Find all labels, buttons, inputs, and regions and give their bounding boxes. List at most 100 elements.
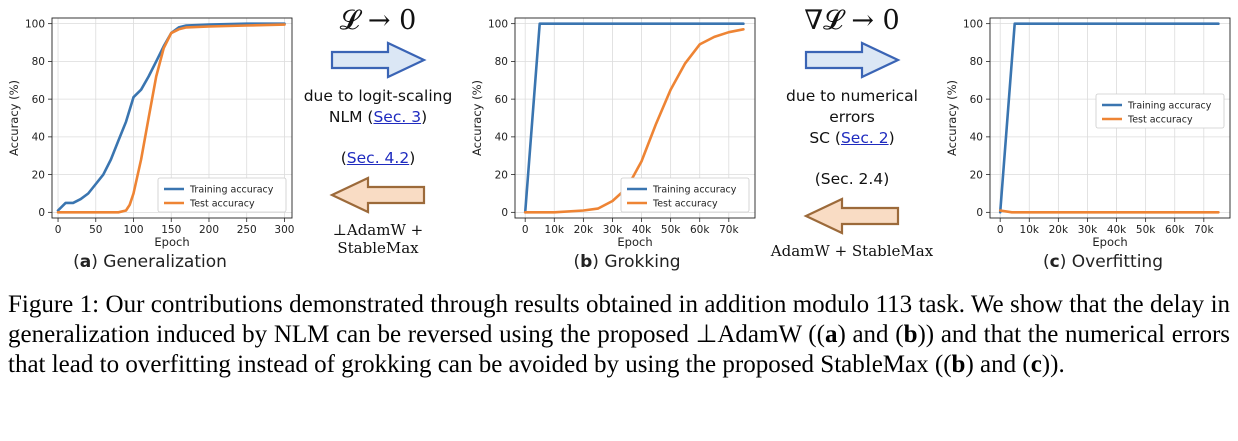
series-line-test <box>998 209 1220 214</box>
y-tick-label: 80 <box>495 56 508 68</box>
x-tick-label: 20k <box>574 224 594 236</box>
x-axis-label: Epoch <box>154 235 189 249</box>
subcaption-b: (b) Grokking <box>573 252 681 272</box>
y-tick-label: 40 <box>32 132 45 144</box>
subcaption-c: (c) Overfitting <box>1043 252 1163 272</box>
subcaption-b-text: Grokking <box>604 252 681 272</box>
subcaption-b-letter: b <box>580 252 593 272</box>
back-arrow-left <box>329 176 426 214</box>
x-axis-label: Epoch <box>1092 235 1127 249</box>
y-axis: 0 20 40 60 80 100 <box>25 18 52 219</box>
plot-frame <box>514 17 756 219</box>
series-line-test <box>523 27 745 214</box>
legend: Training accuracy Test accuracy <box>620 177 750 213</box>
subcaption-a-letter: a <box>79 252 92 272</box>
y-tick-label: 20 <box>495 169 508 181</box>
x-tick-label: 10k <box>545 224 565 236</box>
sec-2-4-text: (Sec. 2.4) <box>814 170 890 188</box>
y-tick-label: 0 <box>976 207 983 219</box>
y-tick-label: 20 <box>32 169 45 181</box>
sec-4-2-link[interactable]: Sec. 4.2 <box>346 149 410 167</box>
forward-arrow-left <box>330 41 427 79</box>
caption-part3: )) and that the numerical errors that le… <box>8 321 1230 378</box>
back-arrow-right <box>803 197 900 235</box>
numerical-errors-text: due to numerical errors <box>786 87 918 126</box>
panel-c-chart: 0 10k 20k 30k 40k 50k 60k 70k 0 20 40 60 80 100 Epoch A… <box>938 4 1238 250</box>
y-tick-label: 100 <box>488 18 508 30</box>
sc-suffix: ) <box>888 129 895 147</box>
x-tick-label: 0 <box>522 224 529 236</box>
panel-b-chart: 0 10k 20k 30k 40k 50k 60k 70k 0 20 40 60 80 100 Epoch A… <box>463 4 763 250</box>
series-line-training <box>523 22 745 214</box>
chart-c-svg: 0 10k 20k 30k 40k 50k 60k 70k 0 20 40 60 80 100 Epoch A… <box>945 17 1231 249</box>
chart-b-svg: 0 10k 20k 30k 40k 50k 60k 70k 0 20 40 60 80 100 Epoch A… <box>470 17 756 249</box>
y-tick-label: 0 <box>38 207 45 219</box>
logit-scaling-text: due to logit-scaling <box>303 87 453 105</box>
x-tick-label: 70k <box>1194 224 1214 236</box>
y-tick-label: 60 <box>32 94 45 106</box>
x-tick-label: 50k <box>661 224 681 236</box>
sec-3-link[interactable]: Sec. 3 <box>373 108 422 126</box>
x-tick-label: 50 <box>89 224 102 236</box>
caption-bold-b2: b <box>951 351 966 378</box>
x-tick-label: 30k <box>1078 224 1098 236</box>
x-tick-label: 300 <box>274 224 294 236</box>
y-axis: 0 20 40 60 80 100 <box>488 18 515 219</box>
x-tick-label: 100 <box>123 224 143 236</box>
x-tick-label: 60k <box>690 224 710 236</box>
x-axis: 0 50 100 150 200 250 300 <box>55 218 294 236</box>
y-axis: 0 20 40 60 80 100 <box>963 18 990 219</box>
legend-label: Test accuracy <box>189 199 255 210</box>
back-suffix: ) <box>409 149 416 167</box>
legend-box <box>157 177 287 213</box>
back-prefix: ( <box>340 149 347 167</box>
x-axis: 0 10k 20k 30k 40k 50k 60k 70k <box>522 218 739 236</box>
caption-part2: ) and ( <box>837 321 904 348</box>
x-axis: 0 10k 20k 30k 40k 50k 60k 70k <box>997 218 1214 236</box>
y-tick-label: 60 <box>495 94 508 106</box>
sec-2-link[interactable]: Sec. 2 <box>840 129 889 147</box>
legend-box <box>620 177 750 213</box>
legend-label: Training accuracy <box>652 185 737 196</box>
nlm-prefix: NLM ( <box>328 108 374 126</box>
x-tick-label: 60k <box>1165 224 1185 236</box>
panel-a-chart: 0 50 100 150 200 250 300 0 20 40 60 80 100 Epoch Accur… <box>0 4 300 250</box>
legend: Training accuracy Test accuracy <box>157 177 287 213</box>
x-tick-label: 200 <box>199 224 219 236</box>
y-tick-label: 100 <box>963 18 983 30</box>
x-axis-label: Epoch <box>617 235 652 249</box>
y-axis-label: Accuracy (%) <box>470 80 484 156</box>
annotation-left: 𝓛 → 0 due to logit-scaling NLM (Sec. 3) … <box>292 4 464 257</box>
x-tick-label: 0 <box>997 224 1004 236</box>
x-tick-label: 150 <box>161 224 181 236</box>
figure-1: 0 50 100 150 200 250 300 0 20 40 60 80 100 Epoch Accur… <box>0 4 1238 272</box>
x-tick-label: 250 <box>237 224 257 236</box>
x-tick-label: 50k <box>1136 224 1156 236</box>
caption-bold-b: b <box>903 321 918 348</box>
legend-label: Test accuracy <box>652 199 718 210</box>
legend-label: Training accuracy <box>189 185 274 196</box>
figure-caption: Figure 1: Our contributions demonstrated… <box>8 290 1230 380</box>
y-tick-label: 20 <box>970 169 983 181</box>
y-axis-label: Accuracy (%) <box>945 80 959 156</box>
y-tick-label: 40 <box>970 132 983 144</box>
legend-box <box>1095 93 1225 129</box>
series-line-test <box>56 23 286 214</box>
sc-prefix: SC ( <box>809 129 841 147</box>
legend-label: Test accuracy <box>1127 115 1193 126</box>
caption-bold-a: a <box>824 321 838 348</box>
x-tick-label: 70k <box>719 224 739 236</box>
series-line-training <box>998 22 1220 214</box>
x-tick-label: 30k <box>603 224 623 236</box>
nlm-suffix: ) <box>421 108 428 126</box>
perp-adamw-stablemax-formula: ⊥AdamW + StableMax <box>332 221 424 257</box>
x-tick-label: 40k <box>1107 224 1127 236</box>
caption-part5: )). <box>1041 351 1065 378</box>
y-tick-label: 80 <box>32 56 45 68</box>
x-tick-label: 0 <box>55 224 62 236</box>
caption-part1: Our contributions demonstrated through r… <box>8 291 1231 348</box>
y-tick-label: 100 <box>25 18 45 30</box>
y-tick-label: 0 <box>501 207 508 219</box>
loss-to-zero-formula: 𝓛 → 0 <box>339 5 417 36</box>
legend-label: Training accuracy <box>1127 101 1212 112</box>
